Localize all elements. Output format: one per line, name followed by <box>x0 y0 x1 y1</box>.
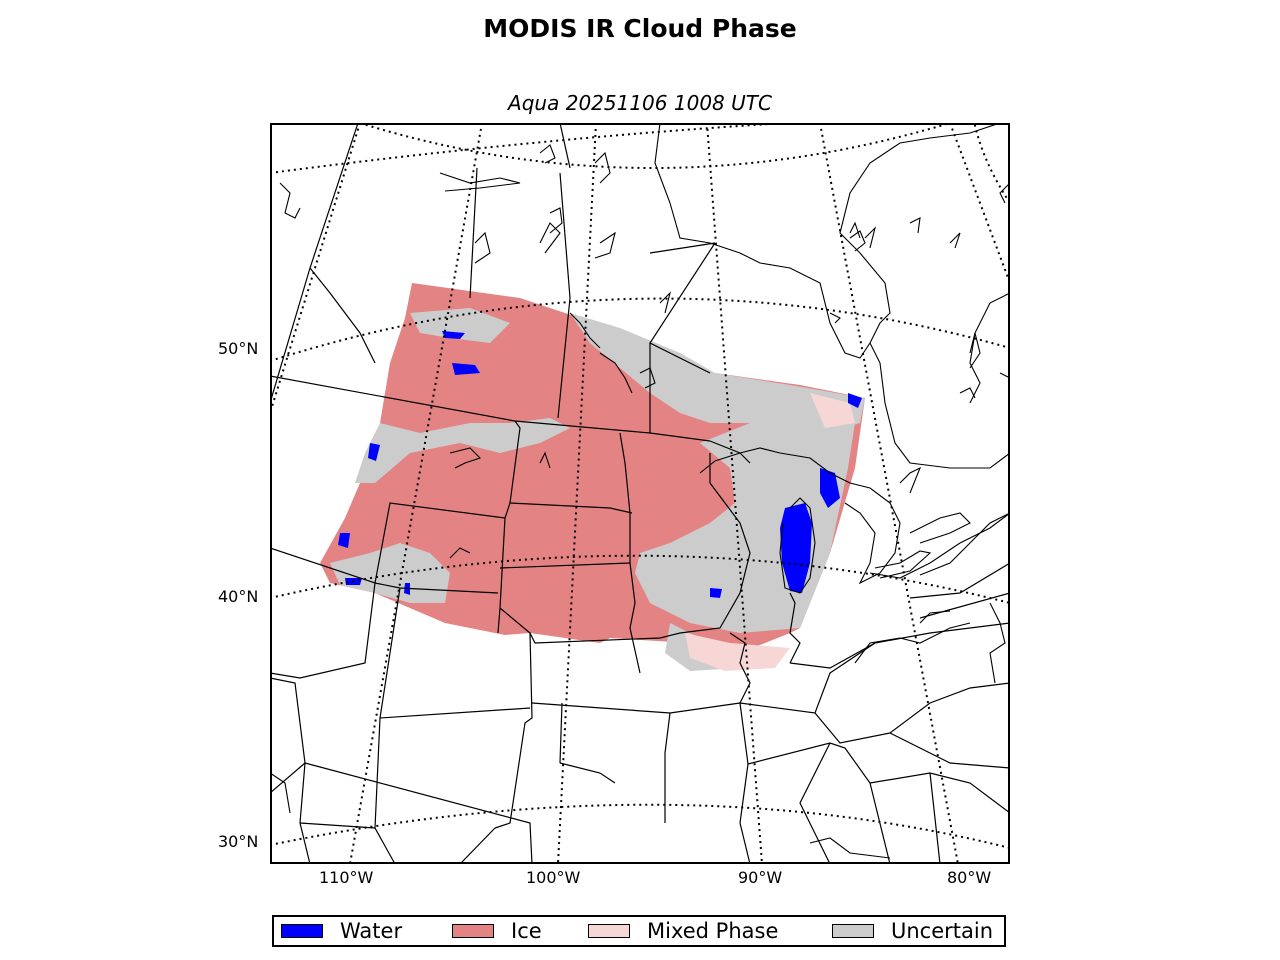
legend-label-water: Water <box>340 919 403 943</box>
legend-label-uncertain: Uncertain <box>891 919 994 943</box>
lon-label-110w: 110°W <box>319 868 374 887</box>
legend-swatch-water <box>281 924 323 938</box>
graticule <box>270 123 1010 864</box>
state-boundaries <box>270 123 1010 864</box>
map-panel <box>270 123 1010 864</box>
figure-subtitle: Aqua 20251106 1008 UTC <box>508 91 772 115</box>
lon-label-80w: 80°W <box>947 868 992 887</box>
legend-item-mixed-phase: Mixed Phase <box>588 917 778 945</box>
legend: Water Ice Mixed Phase Uncertain <box>272 915 1006 947</box>
legend-label-mixed-phase: Mixed Phase <box>647 919 779 943</box>
legend-swatch-ice <box>452 924 494 938</box>
lon-label-90w: 90°W <box>738 868 783 887</box>
legend-item-ice: Ice <box>452 917 542 945</box>
cloud-mixed-regions <box>685 393 855 671</box>
lat-label-50n: 50°N <box>218 339 259 358</box>
legend-item-water: Water <box>281 917 402 945</box>
legend-label-ice: Ice <box>511 919 542 943</box>
lat-label-40n: 40°N <box>218 587 259 606</box>
legend-item-uncertain: Uncertain <box>832 917 993 945</box>
map-frame <box>270 123 1010 864</box>
legend-swatch-mixed-phase <box>588 924 630 938</box>
legend-swatch-uncertain <box>832 924 874 938</box>
lat-label-30n: 30°N <box>218 832 259 851</box>
coastlines <box>270 123 1010 859</box>
figure-title: MODIS IR Cloud Phase <box>483 14 797 43</box>
lon-label-100w: 100°W <box>526 868 581 887</box>
cloud-water-regions <box>338 331 862 598</box>
